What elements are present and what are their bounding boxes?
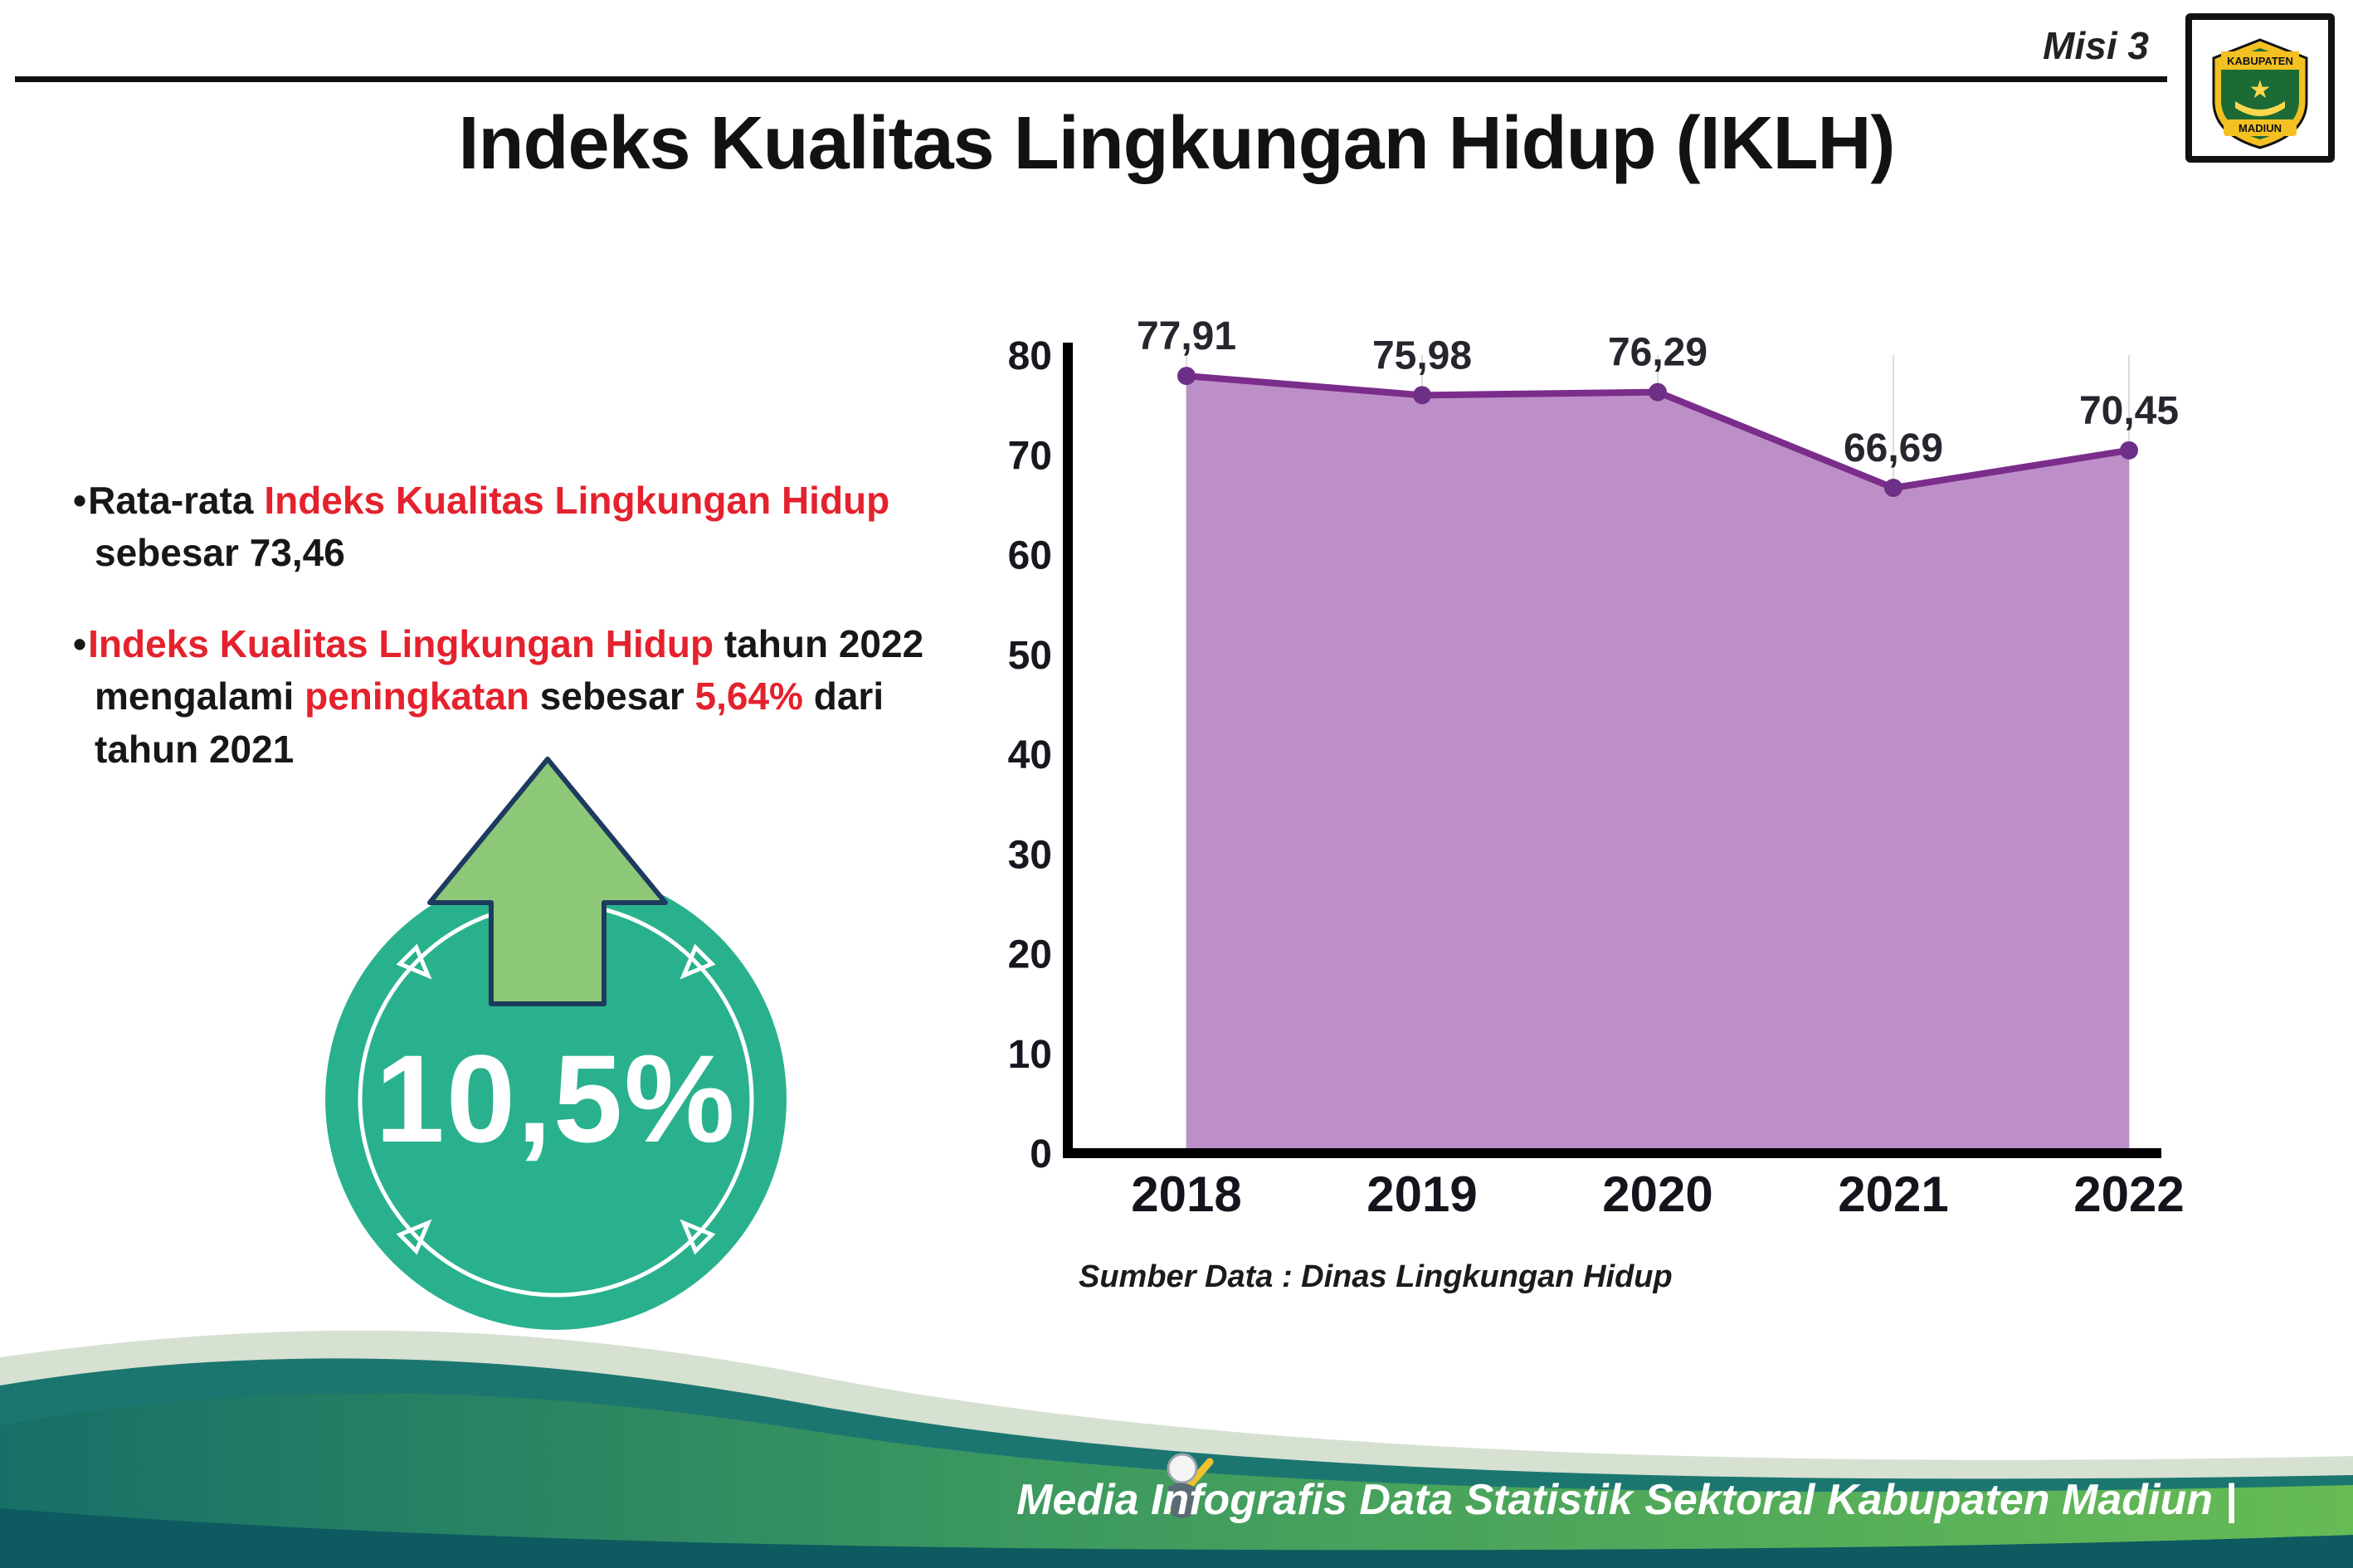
- x-tick-label: 2019: [1366, 1166, 1477, 1222]
- crest-star-icon: ★: [2249, 76, 2272, 104]
- chart-source: Sumber Data : Dinas Lingkungan Hidup: [1079, 1259, 1673, 1294]
- bullet-line: •Indeks Kualitas Lingkungan Hidup tahun …: [73, 621, 924, 665]
- y-tick-label: 80: [1008, 334, 1052, 378]
- top-rule: [15, 76, 2167, 82]
- bullet-list: •Rata-rata Indeks Kualitas Lingkungan Hi…: [73, 475, 1011, 814]
- x-tick-label: 2021: [1838, 1166, 1948, 1222]
- badge-triangle-icon: [396, 1219, 432, 1255]
- badge-circle: [325, 869, 787, 1330]
- y-tick-label: 10: [1008, 1033, 1052, 1077]
- kabupaten-madiun-logo: KABUPATEN ★ MADIUN: [2185, 13, 2335, 163]
- chart-point: [1649, 382, 1667, 402]
- crest-ribbon: [2224, 119, 2297, 136]
- badge-triangle-icon: [396, 943, 432, 980]
- crest-shield-inner: [2221, 48, 2299, 139]
- y-tick-label: 0: [1030, 1132, 1052, 1176]
- kabupaten-madiun-crest: KABUPATEN ★ MADIUN: [2212, 38, 2308, 149]
- misi-label: Misi 3: [2043, 24, 2149, 67]
- badge-triangle-icon: [680, 943, 716, 980]
- footer-wave-dark: [0, 1508, 2353, 1568]
- chart-point: [2120, 441, 2138, 460]
- up-arrow-icon: [427, 757, 668, 1006]
- footer-wave: [0, 1330, 2353, 1568]
- bullet-line: sebesar 73,46: [95, 531, 345, 575]
- data-label: 76,29: [1608, 331, 1708, 375]
- bullet-item: •Indeks Kualitas Lingkungan Hidup tahun …: [73, 618, 1011, 776]
- data-label: 75,98: [1372, 334, 1472, 377]
- badge-value: 10,5%: [375, 1029, 737, 1168]
- data-label: 66,69: [1844, 426, 1943, 470]
- data-label: 70,45: [2079, 389, 2179, 433]
- bullet-line: tahun 2021: [95, 727, 295, 771]
- data-label: 77,91: [1137, 314, 1236, 358]
- badge-triangle-icon: [680, 1219, 716, 1255]
- iklh-chart: 0 10 20 30 40 50 60 70 80 2018 2019 2020 2021 2022 77,…: [1008, 314, 2185, 1222]
- chart-point: [1177, 367, 1196, 386]
- crest-banner-top: [2221, 51, 2299, 70]
- y-tick-label: 50: [1008, 634, 1052, 678]
- x-tick-label: 2018: [1131, 1166, 1241, 1222]
- chart-point: [1884, 479, 1902, 498]
- crest-madiun-label: MADIUN: [2239, 122, 2282, 134]
- page-title: Indeks Kualitas Lingkungan Hidup (IKLH): [458, 102, 1895, 185]
- increase-badge: [325, 757, 787, 1330]
- y-tick-label: 30: [1008, 833, 1052, 877]
- x-tick-label: 2020: [1602, 1166, 1712, 1222]
- bullet-line: mengalami peningkatan sebesar 5,64% dari: [95, 674, 884, 718]
- chart-point: [1413, 386, 1431, 405]
- footer-text: Media Infografis Data Statistik Sektoral…: [1016, 1476, 2237, 1524]
- bullet-line: •Rata-rata Indeks Kualitas Lingkungan Hi…: [73, 479, 890, 522]
- y-tick-label: 60: [1008, 534, 1052, 578]
- y-tick-label: 70: [1008, 434, 1052, 478]
- chart-area: [1186, 376, 2129, 1153]
- crest-rice-icon: [2235, 101, 2285, 116]
- mascot-icon: [1166, 1453, 1214, 1518]
- mascot-body: [1168, 1483, 1196, 1518]
- mascot-head: [1167, 1453, 1198, 1484]
- x-tick-label: 2022: [2073, 1166, 2184, 1222]
- y-tick-label: 20: [1008, 933, 1052, 977]
- bullet-item: •Rata-rata Indeks Kualitas Lingkungan Hi…: [73, 475, 1011, 580]
- crest-kabupaten-label: KABUPATEN: [2227, 55, 2293, 67]
- y-tick-label: 40: [1008, 733, 1052, 777]
